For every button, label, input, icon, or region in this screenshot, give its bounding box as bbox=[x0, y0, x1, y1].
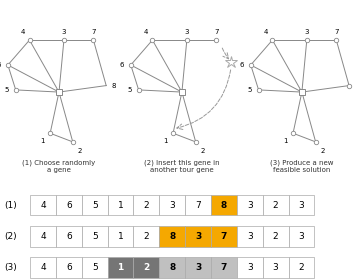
Text: 6: 6 bbox=[66, 263, 72, 272]
Bar bbox=[237, 257, 263, 278]
Text: 6: 6 bbox=[240, 62, 244, 68]
Bar bbox=[82, 257, 108, 278]
Text: 3: 3 bbox=[195, 232, 201, 241]
Text: 3: 3 bbox=[247, 201, 253, 210]
Text: 1: 1 bbox=[40, 138, 45, 144]
Text: 3: 3 bbox=[184, 30, 189, 35]
Bar bbox=[82, 194, 108, 215]
Text: 3: 3 bbox=[298, 201, 304, 210]
Text: 2: 2 bbox=[273, 232, 278, 241]
Text: 4: 4 bbox=[40, 232, 46, 241]
Text: 5: 5 bbox=[92, 263, 98, 272]
Text: 4: 4 bbox=[143, 30, 148, 35]
Text: 1: 1 bbox=[118, 232, 124, 241]
Bar bbox=[159, 226, 185, 247]
Text: 3: 3 bbox=[298, 232, 304, 241]
Text: 7: 7 bbox=[221, 263, 227, 272]
Bar bbox=[30, 194, 56, 215]
Text: 7: 7 bbox=[91, 30, 96, 35]
Bar bbox=[289, 194, 314, 215]
Text: 4: 4 bbox=[40, 201, 46, 210]
Bar bbox=[30, 226, 56, 247]
Text: 2: 2 bbox=[299, 263, 304, 272]
Text: (3): (3) bbox=[4, 263, 17, 272]
Text: (1) Choose randomly
a gene: (1) Choose randomly a gene bbox=[22, 159, 96, 173]
Bar bbox=[185, 194, 211, 215]
Text: 8: 8 bbox=[169, 232, 175, 241]
Bar bbox=[211, 194, 237, 215]
Text: 3: 3 bbox=[169, 201, 175, 210]
Bar bbox=[289, 226, 314, 247]
Text: 3: 3 bbox=[273, 263, 279, 272]
Bar bbox=[263, 194, 289, 215]
Text: 7: 7 bbox=[221, 232, 227, 241]
Text: (3) Produce a new
feasible solution: (3) Produce a new feasible solution bbox=[270, 159, 333, 173]
Bar bbox=[159, 257, 185, 278]
Text: 7: 7 bbox=[214, 30, 218, 35]
Text: 6: 6 bbox=[66, 201, 72, 210]
Bar bbox=[289, 257, 314, 278]
Bar bbox=[82, 226, 108, 247]
Text: 1: 1 bbox=[118, 201, 124, 210]
Bar bbox=[133, 194, 159, 215]
Bar bbox=[133, 226, 159, 247]
Text: 4: 4 bbox=[40, 263, 46, 272]
Text: 2: 2 bbox=[144, 232, 149, 241]
Bar bbox=[108, 194, 133, 215]
Bar bbox=[159, 194, 185, 215]
Bar bbox=[211, 226, 237, 247]
Text: 7: 7 bbox=[334, 30, 338, 35]
Text: 5: 5 bbox=[92, 232, 98, 241]
Text: 1: 1 bbox=[118, 263, 124, 272]
Bar bbox=[237, 226, 263, 247]
Bar bbox=[263, 226, 289, 247]
Bar bbox=[56, 226, 82, 247]
Text: 6: 6 bbox=[120, 62, 124, 68]
Text: 1: 1 bbox=[283, 138, 287, 144]
Text: 5: 5 bbox=[92, 201, 98, 210]
Bar bbox=[211, 257, 237, 278]
Text: 2: 2 bbox=[273, 201, 278, 210]
Text: (2): (2) bbox=[4, 232, 17, 241]
Text: 4: 4 bbox=[263, 30, 268, 35]
Text: 5: 5 bbox=[5, 87, 9, 93]
Text: 2: 2 bbox=[200, 148, 205, 153]
Text: 8: 8 bbox=[169, 263, 175, 272]
Text: 3: 3 bbox=[247, 232, 253, 241]
Text: 1: 1 bbox=[163, 138, 167, 144]
Bar bbox=[108, 226, 133, 247]
Text: 2: 2 bbox=[143, 263, 149, 272]
Bar bbox=[185, 226, 211, 247]
Text: 5: 5 bbox=[127, 87, 132, 93]
Text: 3: 3 bbox=[62, 30, 66, 35]
Text: 8: 8 bbox=[221, 201, 227, 210]
Text: 2: 2 bbox=[144, 201, 149, 210]
Bar bbox=[263, 257, 289, 278]
Text: 6: 6 bbox=[0, 62, 1, 68]
Text: 3: 3 bbox=[247, 263, 253, 272]
Text: (1): (1) bbox=[4, 201, 17, 210]
Text: 2: 2 bbox=[320, 148, 325, 153]
Bar bbox=[108, 257, 133, 278]
Text: 8: 8 bbox=[112, 83, 116, 88]
Text: 7: 7 bbox=[195, 201, 201, 210]
Bar bbox=[185, 257, 211, 278]
Text: 2: 2 bbox=[78, 148, 82, 153]
Text: 3: 3 bbox=[195, 263, 201, 272]
Text: 6: 6 bbox=[66, 232, 72, 241]
Bar bbox=[56, 257, 82, 278]
Text: 4: 4 bbox=[21, 30, 25, 35]
Text: 3: 3 bbox=[304, 30, 309, 35]
Text: (2) Insert this gene in
another tour gene: (2) Insert this gene in another tour gen… bbox=[144, 159, 220, 173]
Bar bbox=[56, 194, 82, 215]
Bar bbox=[30, 257, 56, 278]
Text: 5: 5 bbox=[247, 87, 252, 93]
Bar bbox=[133, 257, 159, 278]
Bar bbox=[237, 194, 263, 215]
